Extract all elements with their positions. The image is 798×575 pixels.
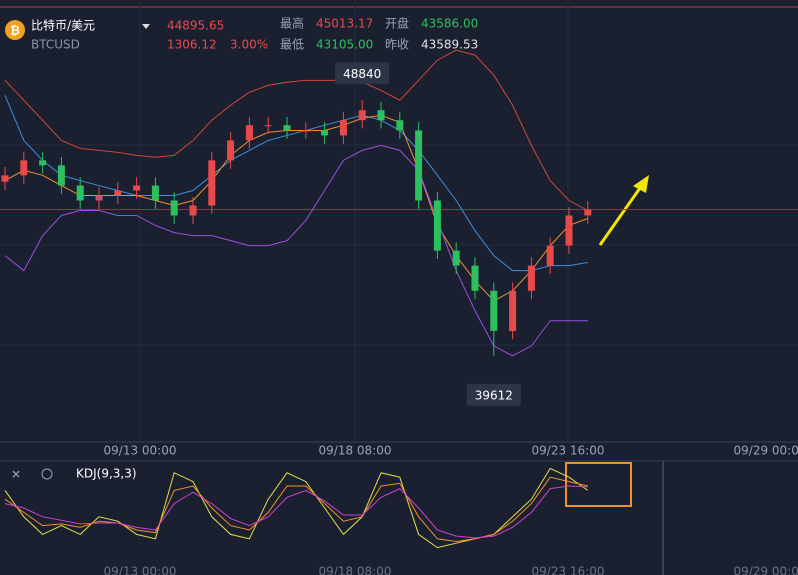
indicator-line — [4, 95, 588, 272]
candle-body — [358, 110, 366, 121]
candle-body — [565, 215, 573, 246]
candle-body — [76, 185, 84, 201]
candle-body — [208, 160, 216, 206]
x-tick-label: 09/23 16:00 — [532, 565, 605, 575]
x-tick-label: 09/29 00:00 — [734, 444, 798, 458]
candle-body — [546, 245, 554, 266]
symbol: BTCUSD — [31, 38, 80, 52]
value: 43589.53 — [421, 38, 478, 52]
change-pct: 3.00% — [230, 38, 268, 52]
label: 昨收 — [385, 38, 409, 52]
candle-body — [170, 200, 178, 216]
coin-symbol: ₿ — [10, 24, 20, 38]
candle-body — [95, 195, 103, 201]
value: 43105.00 — [316, 38, 373, 52]
price: 44895.65 — [167, 19, 224, 33]
x-tick-label: 09/29 00:00 — [734, 565, 798, 575]
indicator-line — [4, 49, 589, 211]
candle-body — [133, 185, 141, 191]
x-tick-label: 09/23 16:00 — [532, 444, 605, 458]
candle-body — [57, 165, 65, 186]
x-tick-label: 09/13 00:00 — [104, 565, 177, 575]
candle-body — [151, 185, 159, 201]
note-box — [335, 62, 390, 85]
candle-body — [1, 175, 9, 182]
settings-icon[interactable] — [41, 468, 53, 480]
candle-body — [527, 265, 535, 291]
indicator-line — [4, 485, 588, 539]
grid — [0, 0, 798, 442]
asset-name: 比特币/美元 — [31, 18, 95, 33]
candle-body — [509, 290, 517, 331]
candle-body — [471, 265, 479, 291]
x-tick-label: 09/18 08:00 — [319, 565, 392, 575]
candle-body — [339, 120, 347, 136]
kdj-title: KDJ(9,3,3) — [76, 467, 137, 481]
label: 最低 — [280, 38, 304, 52]
candle-body — [415, 130, 423, 201]
note-label: 39612 — [475, 388, 513, 402]
candle-body — [189, 205, 197, 216]
candle-body — [302, 130, 310, 132]
indicator-line — [4, 476, 588, 542]
candle-body — [283, 125, 291, 131]
note-box — [466, 383, 521, 406]
label: 开盘 — [385, 16, 409, 31]
candle-body — [433, 200, 441, 251]
change: 1306.12 — [167, 38, 217, 52]
coin-icon — [5, 20, 25, 40]
candle-body — [20, 160, 28, 176]
candle-body — [227, 140, 235, 161]
candle-body — [452, 250, 460, 266]
candle-body — [264, 125, 272, 127]
candle-body — [114, 190, 122, 196]
indicator-line — [4, 144, 588, 357]
note-label: 48840 — [343, 67, 381, 81]
candle-body — [396, 120, 404, 131]
x-tick-label: 09/18 08:00 — [319, 444, 392, 458]
value: 45013.17 — [316, 17, 373, 31]
candle-body — [245, 125, 253, 141]
dropdown[interactable] — [142, 24, 150, 29]
candle-body — [39, 160, 47, 166]
candle-body — [584, 209, 592, 216]
candle-body — [490, 290, 498, 331]
arrow — [598, 187, 642, 246]
label: 最高 — [280, 16, 304, 31]
arrow-head — [633, 175, 649, 193]
value: 43586.00 — [421, 17, 478, 31]
highlight-box — [565, 462, 632, 507]
candle-body — [377, 110, 385, 121]
candle-body — [321, 130, 329, 136]
x-tick-label: 09/13 00:00 — [104, 444, 177, 458]
close-icon[interactable]: ✕ — [11, 468, 21, 482]
